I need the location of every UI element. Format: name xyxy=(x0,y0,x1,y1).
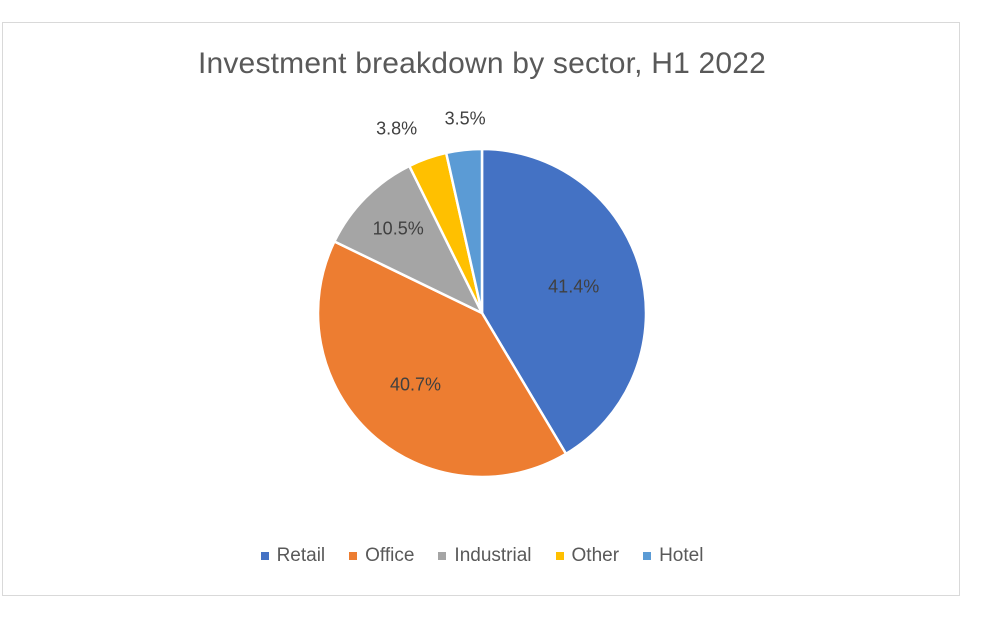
pie-chart: 41.4% 40.7% 10.5% 3.8% 3.5% xyxy=(316,109,648,479)
legend: Retail Office Industrial Other Hotel xyxy=(3,545,961,567)
data-label-hotel: 3.5% xyxy=(445,109,486,129)
data-label-office: 40.7% xyxy=(390,374,441,394)
pie-slice-hotel xyxy=(444,147,484,315)
legend-swatch-retail xyxy=(260,552,269,560)
legend-item-office: Office xyxy=(349,545,414,567)
legend-swatch-industrial xyxy=(438,552,447,560)
legend-swatch-hotel xyxy=(643,552,652,560)
pie-slice-retail xyxy=(480,147,648,456)
data-label-industrial: 10.5% xyxy=(373,219,424,239)
legend-label-retail: Retail xyxy=(276,545,326,566)
legend-label-other: Other xyxy=(571,545,620,566)
legend-label-hotel: Hotel xyxy=(659,545,704,566)
legend-item-hotel: Hotel xyxy=(643,545,703,567)
chart-area: Investment breakdown by sector, H1 2022 … xyxy=(2,22,960,596)
legend-swatch-office xyxy=(349,552,358,560)
pie-slice-office xyxy=(316,240,568,479)
legend-item-other: Other xyxy=(555,545,620,567)
data-label-retail: 41.4% xyxy=(548,276,599,296)
legend-label-office: Office xyxy=(365,545,415,566)
data-label-other: 3.8% xyxy=(376,118,417,138)
legend-item-industrial: Industrial xyxy=(438,545,532,567)
pie-data-labels: 41.4% 40.7% 10.5% 3.8% 3.5% xyxy=(373,109,600,395)
pie-slice-industrial xyxy=(333,164,484,315)
legend-label-industrial: Industrial xyxy=(454,545,532,566)
pie-slices xyxy=(316,147,648,479)
legend-item-retail: Retail xyxy=(260,545,326,567)
chart-title: Investment breakdown by sector, H1 2022 xyxy=(197,47,767,80)
legend-swatch-other xyxy=(555,552,564,560)
